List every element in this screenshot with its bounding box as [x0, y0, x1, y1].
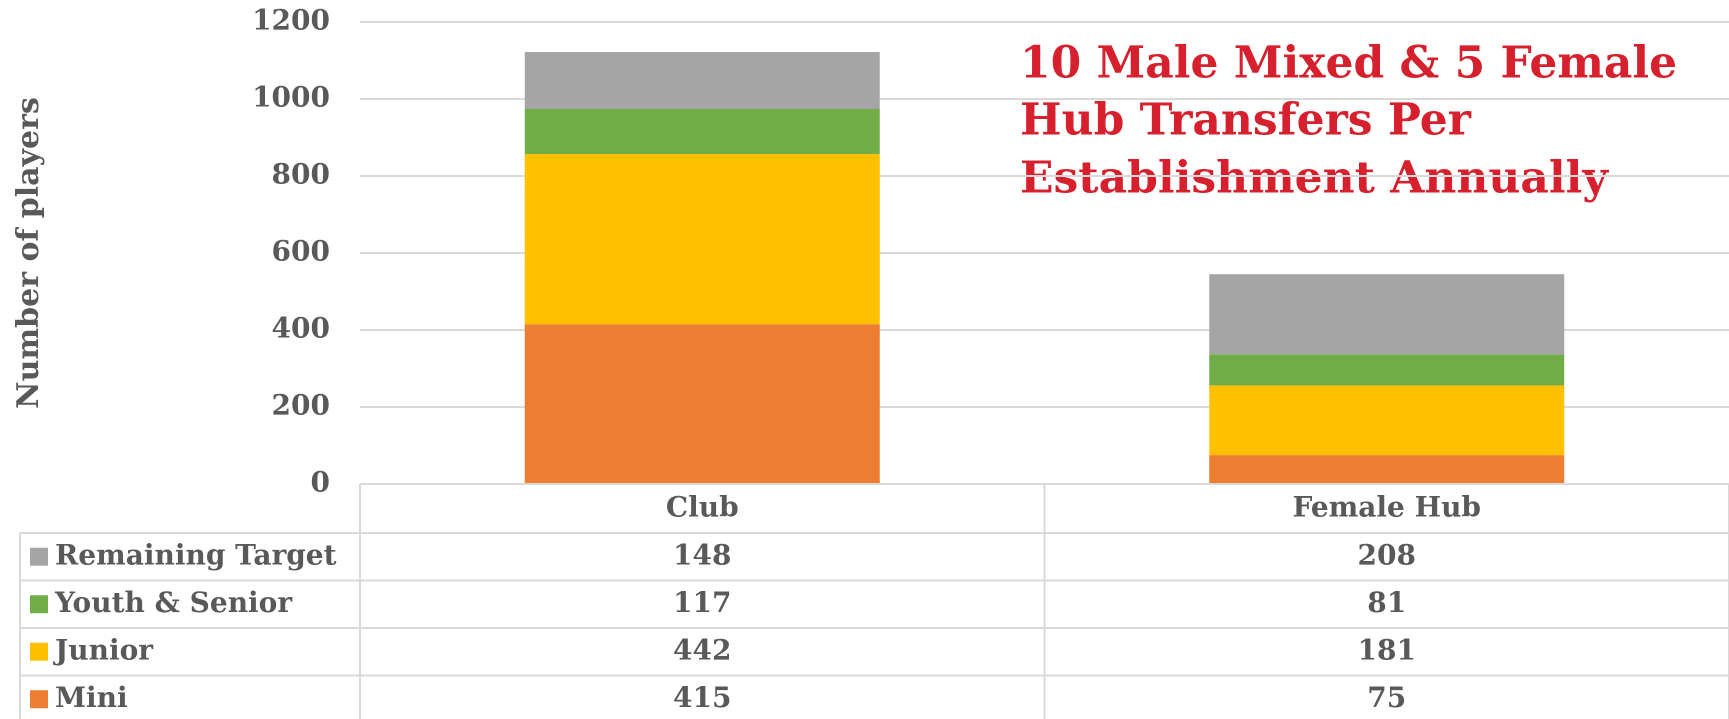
table-header: Female Hub	[1292, 491, 1481, 524]
table-value: 181	[1358, 633, 1416, 666]
bar-segment	[524, 154, 880, 325]
y-tick-label: 400	[272, 312, 330, 345]
bar-segment	[524, 52, 880, 110]
bar-segment	[1209, 385, 1565, 456]
y-tick-label: 0	[311, 466, 330, 499]
y-tick-label: 1000	[252, 81, 330, 114]
legend-label: Youth & Senior	[54, 586, 293, 619]
annotation: Establishment Annually	[1020, 153, 1609, 204]
legend-swatch	[30, 642, 48, 661]
bar-segment	[524, 109, 880, 155]
table-value: 442	[673, 633, 731, 666]
annotation: Hub Transfers Per	[1020, 95, 1472, 146]
table-value: 148	[673, 538, 731, 571]
table-value: 75	[1367, 681, 1406, 714]
y-tick-label: 1200	[252, 4, 330, 37]
bar-segment	[524, 324, 880, 484]
legend-swatch	[30, 547, 48, 566]
y-tick-label: 800	[272, 158, 330, 191]
y-axis-label: Number of players	[11, 97, 46, 409]
legend-swatch	[30, 595, 48, 614]
table-header: Club	[666, 491, 739, 524]
legend-label: Remaining Target	[55, 538, 337, 571]
annotation: 10 Male Mixed & 5 Female	[1020, 38, 1677, 89]
bar-segment	[1209, 455, 1565, 484]
y-tick-label: 600	[272, 235, 330, 268]
table-value: 81	[1367, 586, 1406, 619]
table-value: 415	[673, 681, 731, 714]
legend-label: Junior	[52, 633, 154, 666]
legend-label: Mini	[55, 681, 128, 714]
bar-segment	[1209, 274, 1565, 355]
table-value: 117	[673, 586, 731, 619]
bar-segment	[1209, 354, 1565, 386]
table-value: 208	[1358, 538, 1416, 571]
legend-swatch	[30, 690, 48, 709]
y-tick-label: 200	[272, 389, 330, 422]
